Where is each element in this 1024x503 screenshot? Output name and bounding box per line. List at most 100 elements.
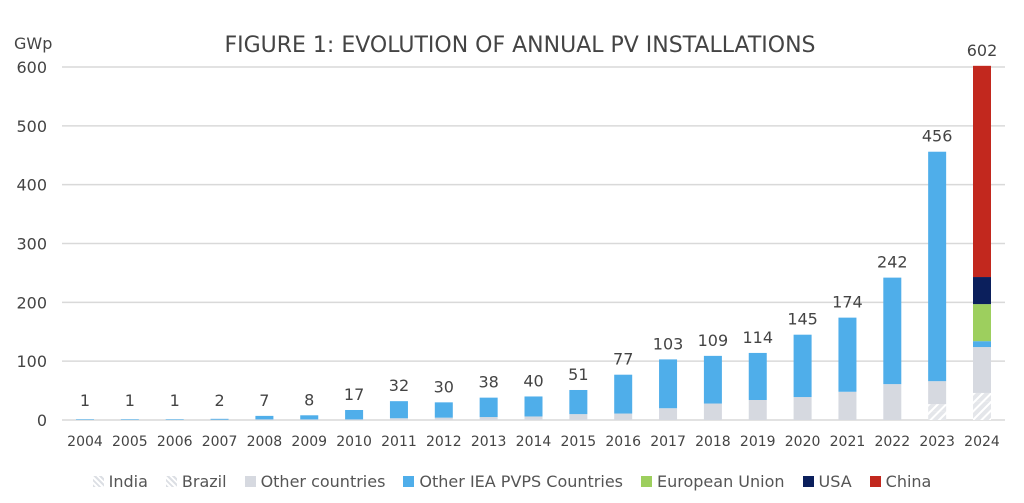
legend-label: Other IEA PVPS Countries (419, 472, 623, 491)
bar-segment-india (973, 401, 991, 420)
y-tick-label: 600 (16, 58, 47, 77)
bar-segment-other-countries (748, 399, 767, 420)
y-tick-label: 500 (16, 117, 47, 136)
data-label: 602 (967, 41, 998, 60)
x-tick-label: 2019 (740, 434, 776, 450)
bar-segment-other-iea-pvps-countries (434, 402, 453, 418)
bar-segment-other-countries (659, 408, 678, 420)
legend-item: Other IEA PVPS Countries (403, 472, 623, 491)
bar-segment-china (973, 65, 991, 278)
x-tick-label: 2022 (874, 434, 910, 450)
data-label: 7 (259, 391, 269, 410)
bar-segment-other-iea-pvps-countries (120, 419, 139, 420)
bar-segment-brazil (973, 392, 991, 402)
data-label: 30 (434, 377, 454, 396)
y-tick-label: 300 (16, 235, 47, 254)
bar-segment-usa (973, 277, 991, 305)
x-tick-label: 2007 (202, 434, 238, 450)
data-label: 40 (523, 371, 543, 390)
x-tick-label: 2013 (471, 434, 507, 450)
legend-swatch (92, 476, 104, 487)
bar-segment-other-iea-pvps-countries (165, 419, 184, 420)
bar-segment-other-countries (389, 418, 408, 420)
legend-item: China (869, 472, 932, 491)
data-label: 1 (125, 391, 135, 410)
y-tick-label: 400 (16, 176, 47, 195)
legend-item: India (92, 472, 148, 491)
data-label: 103 (653, 334, 684, 353)
bar-segment-brazil (928, 404, 947, 412)
bar-segment-india (928, 411, 947, 420)
data-label: 114 (742, 328, 773, 347)
bar-segment-other-countries (883, 384, 902, 420)
chart-title: FIGURE 1: EVOLUTION OF ANNUAL PV INSTALL… (224, 33, 815, 58)
y-tick-label: 100 (16, 352, 47, 371)
x-tick-label: 2020 (785, 434, 821, 450)
data-label: 174 (832, 293, 863, 312)
bar-chart: FIGURE 1: EVOLUTION OF ANNUAL PV INSTALL… (14, 33, 1005, 450)
bar-segment-other-iea-pvps-countries (345, 409, 364, 420)
bar-segment-other-iea-pvps-countries (569, 389, 588, 415)
legend-swatch (165, 476, 177, 487)
x-tick-label: 2004 (67, 434, 103, 450)
bar-segment-other-iea-pvps-countries (883, 277, 902, 385)
bar-segment-other-iea-pvps-countries (76, 419, 94, 420)
data-label: 77 (613, 350, 633, 369)
y-axis-label: GWp (14, 34, 52, 53)
bar-segment-other-countries (703, 403, 722, 420)
legend-label: USA (818, 472, 852, 491)
x-tick-label: 2005 (112, 434, 148, 450)
legend-label: European Union (657, 472, 785, 491)
bar-segment-other-countries (524, 416, 543, 420)
x-tick-label: 2008 (247, 434, 283, 450)
bar-segment-other-iea-pvps-countries (838, 317, 857, 392)
data-label: 32 (389, 376, 409, 395)
bar-segment-european-union (973, 304, 991, 342)
x-tick-label: 2017 (650, 434, 686, 450)
x-tick-label: 2016 (605, 434, 641, 450)
bar-segment-other-iea-pvps-countries (793, 334, 812, 398)
legend-label: India (108, 472, 148, 491)
bar-segment-other-countries (973, 347, 991, 393)
data-label: 242 (877, 253, 908, 272)
bar-segment-other-iea-pvps-countries (210, 418, 229, 420)
legend-item: Brazil (165, 472, 227, 491)
data-label: 8 (304, 390, 314, 409)
bar-segment-other-countries (479, 417, 498, 420)
bar-segment-other-iea-pvps-countries (389, 401, 408, 419)
bar-segment-other-iea-pvps-countries (703, 355, 722, 404)
legend-swatch (244, 476, 256, 487)
data-label: 38 (478, 373, 498, 392)
legend: India Brazil Other countries Other IEA PVPS… (0, 472, 1024, 491)
legend-swatch (641, 476, 652, 487)
x-tick-label: 2011 (381, 434, 417, 450)
y-tick-label: 200 (16, 293, 47, 312)
legend-swatch (802, 476, 814, 487)
legend-label: China (885, 472, 932, 491)
bar-segment-other-countries (345, 419, 364, 420)
bar-segment-other-iea-pvps-countries (928, 151, 947, 382)
data-label: 17 (344, 385, 364, 404)
bar-segment-other-countries (255, 419, 274, 420)
x-tick-label: 2012 (426, 434, 462, 450)
x-tick-label: 2021 (830, 434, 866, 450)
bar-segment-other-countries (614, 413, 633, 420)
x-tick-label: 2010 (336, 434, 372, 450)
data-label: 456 (922, 127, 953, 146)
x-tick-label: 2023 (919, 434, 955, 450)
x-tick-label: 2015 (561, 434, 597, 450)
legend-label: Brazil (181, 472, 227, 491)
x-tick-label: 2018 (695, 434, 731, 450)
bar-segment-other-iea-pvps-countries (255, 415, 274, 420)
data-label: 1 (80, 391, 90, 410)
bar-segment-other-countries (793, 397, 812, 420)
bar-segment-other-iea-pvps-countries (524, 396, 543, 417)
x-tick-label: 2024 (964, 434, 1000, 450)
bar-segment-other-countries (838, 391, 857, 420)
bar-segment-other-iea-pvps-countries (659, 359, 678, 409)
data-label: 1 (170, 391, 180, 410)
bar-segment-other-countries (569, 414, 588, 420)
data-label: 145 (787, 310, 818, 329)
bar-segment-other-iea-pvps-countries (479, 397, 498, 418)
legend-swatch (403, 476, 415, 487)
